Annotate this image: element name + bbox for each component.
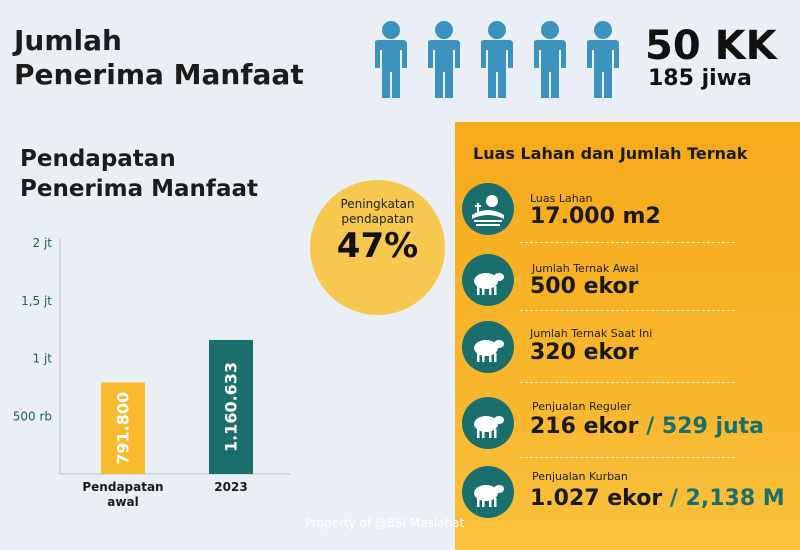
income-title-line2: Penerima Manfaat <box>20 176 258 202</box>
x-category-label: Pendapatan awal <box>82 480 163 509</box>
land-livestock-title: Luas Lahan dan Jumlah Ternak <box>473 144 748 163</box>
row-separator <box>520 242 735 243</box>
row-separator <box>520 310 735 311</box>
row-land-value: 17.000 m2 <box>530 204 661 229</box>
row-regular-sales-count: 216 ekor <box>530 414 639 439</box>
watermark: Property of @BSI Maslahat <box>305 516 465 530</box>
jiwa-count: 185 jiwa <box>648 66 752 91</box>
person-icon <box>428 21 460 98</box>
sheep-icon <box>462 466 514 518</box>
sheep-icon <box>462 321 514 373</box>
row-kurban-sales-value: 1.027 ekor / 2,138 M <box>530 486 785 511</box>
main-title-line2: Penerima Manfaat <box>14 58 304 91</box>
y-tick-label: 500 rb <box>13 409 52 423</box>
bar <box>101 382 145 474</box>
y-tick-label: 1,5 jt <box>21 294 52 308</box>
row-separator <box>520 382 735 383</box>
x-category-label: 2023 <box>214 480 247 494</box>
bar-value-label: 1.160.633 <box>222 362 241 452</box>
row-regular-sales-label: Penjualan Reguler <box>532 400 632 413</box>
kk-count: 50 KK <box>645 23 777 69</box>
row-land-label: Luas Lahan <box>530 192 593 205</box>
row-current-livestock-label: Jumlah Ternak Saat Ini <box>530 327 653 340</box>
sheep-icon <box>462 254 514 306</box>
income-bar-chart: 500 rb 1 jt 1,5 jt 2 jt 791.800 Pendapatan awa… <box>13 236 290 509</box>
row-regular-sales-amount: / 529 juta <box>646 414 765 439</box>
farmland-icon <box>462 183 514 235</box>
row-current-livestock-value: 320 ekor <box>530 340 639 365</box>
person-icon <box>481 21 513 98</box>
y-tick-label: 1 jt <box>33 352 53 366</box>
row-regular-sales-value: 216 ekor / 529 juta <box>530 414 764 439</box>
person-icon <box>375 21 407 98</box>
increase-value: 47% <box>336 226 419 266</box>
people-icon-group <box>375 21 619 98</box>
increase-label-line1: Peningkatan <box>340 197 415 211</box>
row-initial-livestock-label: Jumlah Ternak Awal <box>532 262 639 275</box>
increase-circle <box>310 180 445 315</box>
income-title: Pendapatan Penerima Manfaat <box>20 144 258 204</box>
income-title-line1: Pendapatan <box>20 146 176 172</box>
row-separator <box>520 457 735 458</box>
main-title-line1: Jumlah <box>14 24 122 57</box>
bar-value-label: 791.800 <box>114 392 133 465</box>
row-initial-livestock-value: 500 ekor <box>530 274 639 299</box>
main-title: Jumlah Penerima Manfaat <box>14 24 304 92</box>
land-livestock-panel <box>455 122 800 550</box>
bar <box>209 339 253 474</box>
person-icon <box>587 21 619 98</box>
increase-label-line2: pendapatan <box>341 212 414 226</box>
sheep-icon <box>462 397 514 449</box>
row-kurban-sales-amount: / 2,138 M <box>669 486 785 511</box>
row-kurban-sales-label: Penjualan Kurban <box>532 470 628 483</box>
y-tick-label: 2 jt <box>33 236 53 250</box>
row-kurban-sales-count: 1.027 ekor <box>530 486 663 511</box>
person-icon <box>534 21 566 98</box>
